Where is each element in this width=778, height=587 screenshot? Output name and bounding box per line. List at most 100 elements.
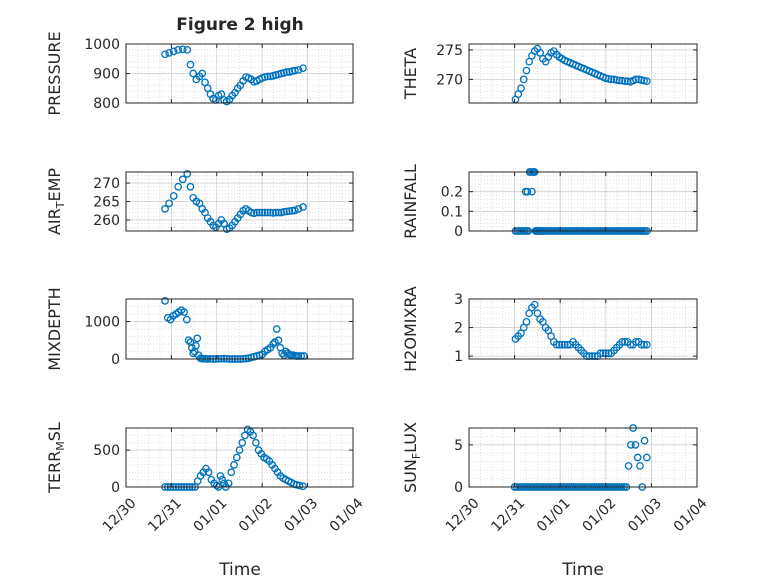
subplot-mixdepth: 0 1000 MIXDEPTH	[45, 287, 354, 371]
data-point	[642, 340, 651, 349]
y-tick-label: 270	[93, 176, 120, 192]
data-point	[517, 84, 525, 93]
data-point	[165, 199, 173, 208]
data-point	[607, 75, 616, 84]
y-axis-label-subscript: T	[54, 201, 67, 209]
data-point	[278, 349, 287, 358]
data-point	[169, 47, 178, 56]
data-point	[272, 325, 281, 333]
data-point	[285, 207, 294, 215]
data-point	[523, 187, 532, 196]
data-point	[519, 75, 528, 84]
data-point	[642, 77, 651, 86]
x-tick-label: 01/02	[236, 495, 276, 535]
data-point	[627, 441, 635, 449]
y-axis-label-part: LUX	[401, 422, 420, 453]
data-point	[640, 436, 649, 445]
data-point	[637, 340, 646, 349]
x-tick-label: 12/31	[145, 495, 185, 535]
x-tick-label: 01/03	[281, 495, 321, 535]
axes-box	[468, 43, 698, 104]
data-point	[182, 315, 191, 324]
data-point	[282, 68, 291, 76]
y-tick-label: 1000	[84, 37, 120, 53]
data-point	[558, 340, 566, 349]
subplot-rainfall: 0 0.1 0.2 RAINFALL	[401, 164, 698, 240]
data-point	[165, 48, 173, 57]
data-point	[255, 208, 264, 217]
data-point	[522, 66, 531, 75]
x-tick-label: 01/04	[327, 495, 367, 535]
y-axis-label: THETA	[401, 48, 420, 100]
data-point	[178, 175, 187, 184]
data-point	[596, 349, 605, 358]
data-point	[258, 208, 267, 217]
data-point	[294, 205, 303, 213]
y-tick-label: 900	[93, 67, 120, 83]
data-point	[183, 46, 192, 54]
y-axis-label-subscript: F	[410, 453, 423, 459]
data-point	[291, 66, 299, 75]
x-axis-label-left: Time	[218, 560, 261, 580]
data-point	[249, 431, 257, 440]
data-point	[169, 192, 178, 200]
x-tick-label: 01/01	[191, 495, 231, 535]
y-tick-label: 270	[436, 72, 463, 88]
data-point	[216, 472, 225, 480]
axes-box	[125, 298, 354, 360]
y-axis-label: MIXDEPTH	[45, 287, 64, 370]
data-point	[291, 206, 299, 215]
x-tick-label: 01/04	[671, 495, 711, 535]
data-point	[280, 351, 288, 360]
y-tick-label: 0.1	[441, 204, 463, 220]
y-tick-label: 0.2	[441, 185, 463, 201]
data-point	[174, 182, 183, 191]
y-tick-label: 1	[454, 349, 463, 365]
data-point	[198, 69, 207, 78]
y-tick-label: 800	[93, 96, 120, 112]
data-point	[642, 453, 651, 462]
data-point	[274, 336, 283, 345]
data-point	[183, 169, 192, 178]
y-axis-label-subscript: M	[54, 441, 67, 451]
data-point	[227, 468, 236, 477]
data-point	[192, 342, 200, 350]
y-axis-label: TERRMSL	[45, 422, 67, 494]
y-tick-label: 0	[454, 224, 463, 240]
x-tick-label: 01/02	[580, 495, 620, 535]
data-point	[263, 72, 272, 81]
data-point	[189, 69, 198, 78]
y-tick-label: 0	[454, 480, 463, 496]
data-point	[271, 208, 280, 217]
data-point	[238, 438, 247, 447]
y-axis-label-part: EMP	[45, 168, 64, 202]
y-axis-label: RAINFALL	[401, 164, 420, 239]
y-tick-label: 0	[111, 480, 120, 496]
y-tick-label: 5	[454, 438, 463, 454]
data-point	[294, 66, 303, 74]
data-point	[631, 441, 640, 449]
plot-area	[469, 428, 697, 487]
subplot-h2omixra: 1 2 3 H2OMIXRA	[401, 286, 698, 372]
data-point	[235, 446, 244, 454]
figure-title: Figure 2 high	[176, 15, 304, 35]
subplot-terr-msl: 0 500 12/30 12/31 01/01 01/02 01/03 01/04 TERRMS…	[45, 422, 367, 535]
axes-box	[125, 427, 354, 488]
y-axis-label: PRESSURE	[45, 31, 64, 115]
data-point	[615, 76, 624, 85]
y-axis-label-part: AIR	[45, 208, 64, 235]
y-axis-label: H2OMIXRA	[401, 286, 420, 372]
data-point	[599, 349, 607, 358]
data-point	[299, 203, 307, 211]
data-point	[161, 205, 169, 213]
data-point	[161, 50, 169, 59]
x-tick-label: 01/03	[625, 495, 665, 535]
data-point	[266, 208, 275, 217]
x-tick-label: 12/30	[100, 495, 140, 535]
data-point	[186, 182, 195, 191]
x-tick-label: 12/30	[443, 495, 483, 535]
data-point	[555, 340, 564, 349]
y-tick-label: 3	[454, 292, 463, 308]
